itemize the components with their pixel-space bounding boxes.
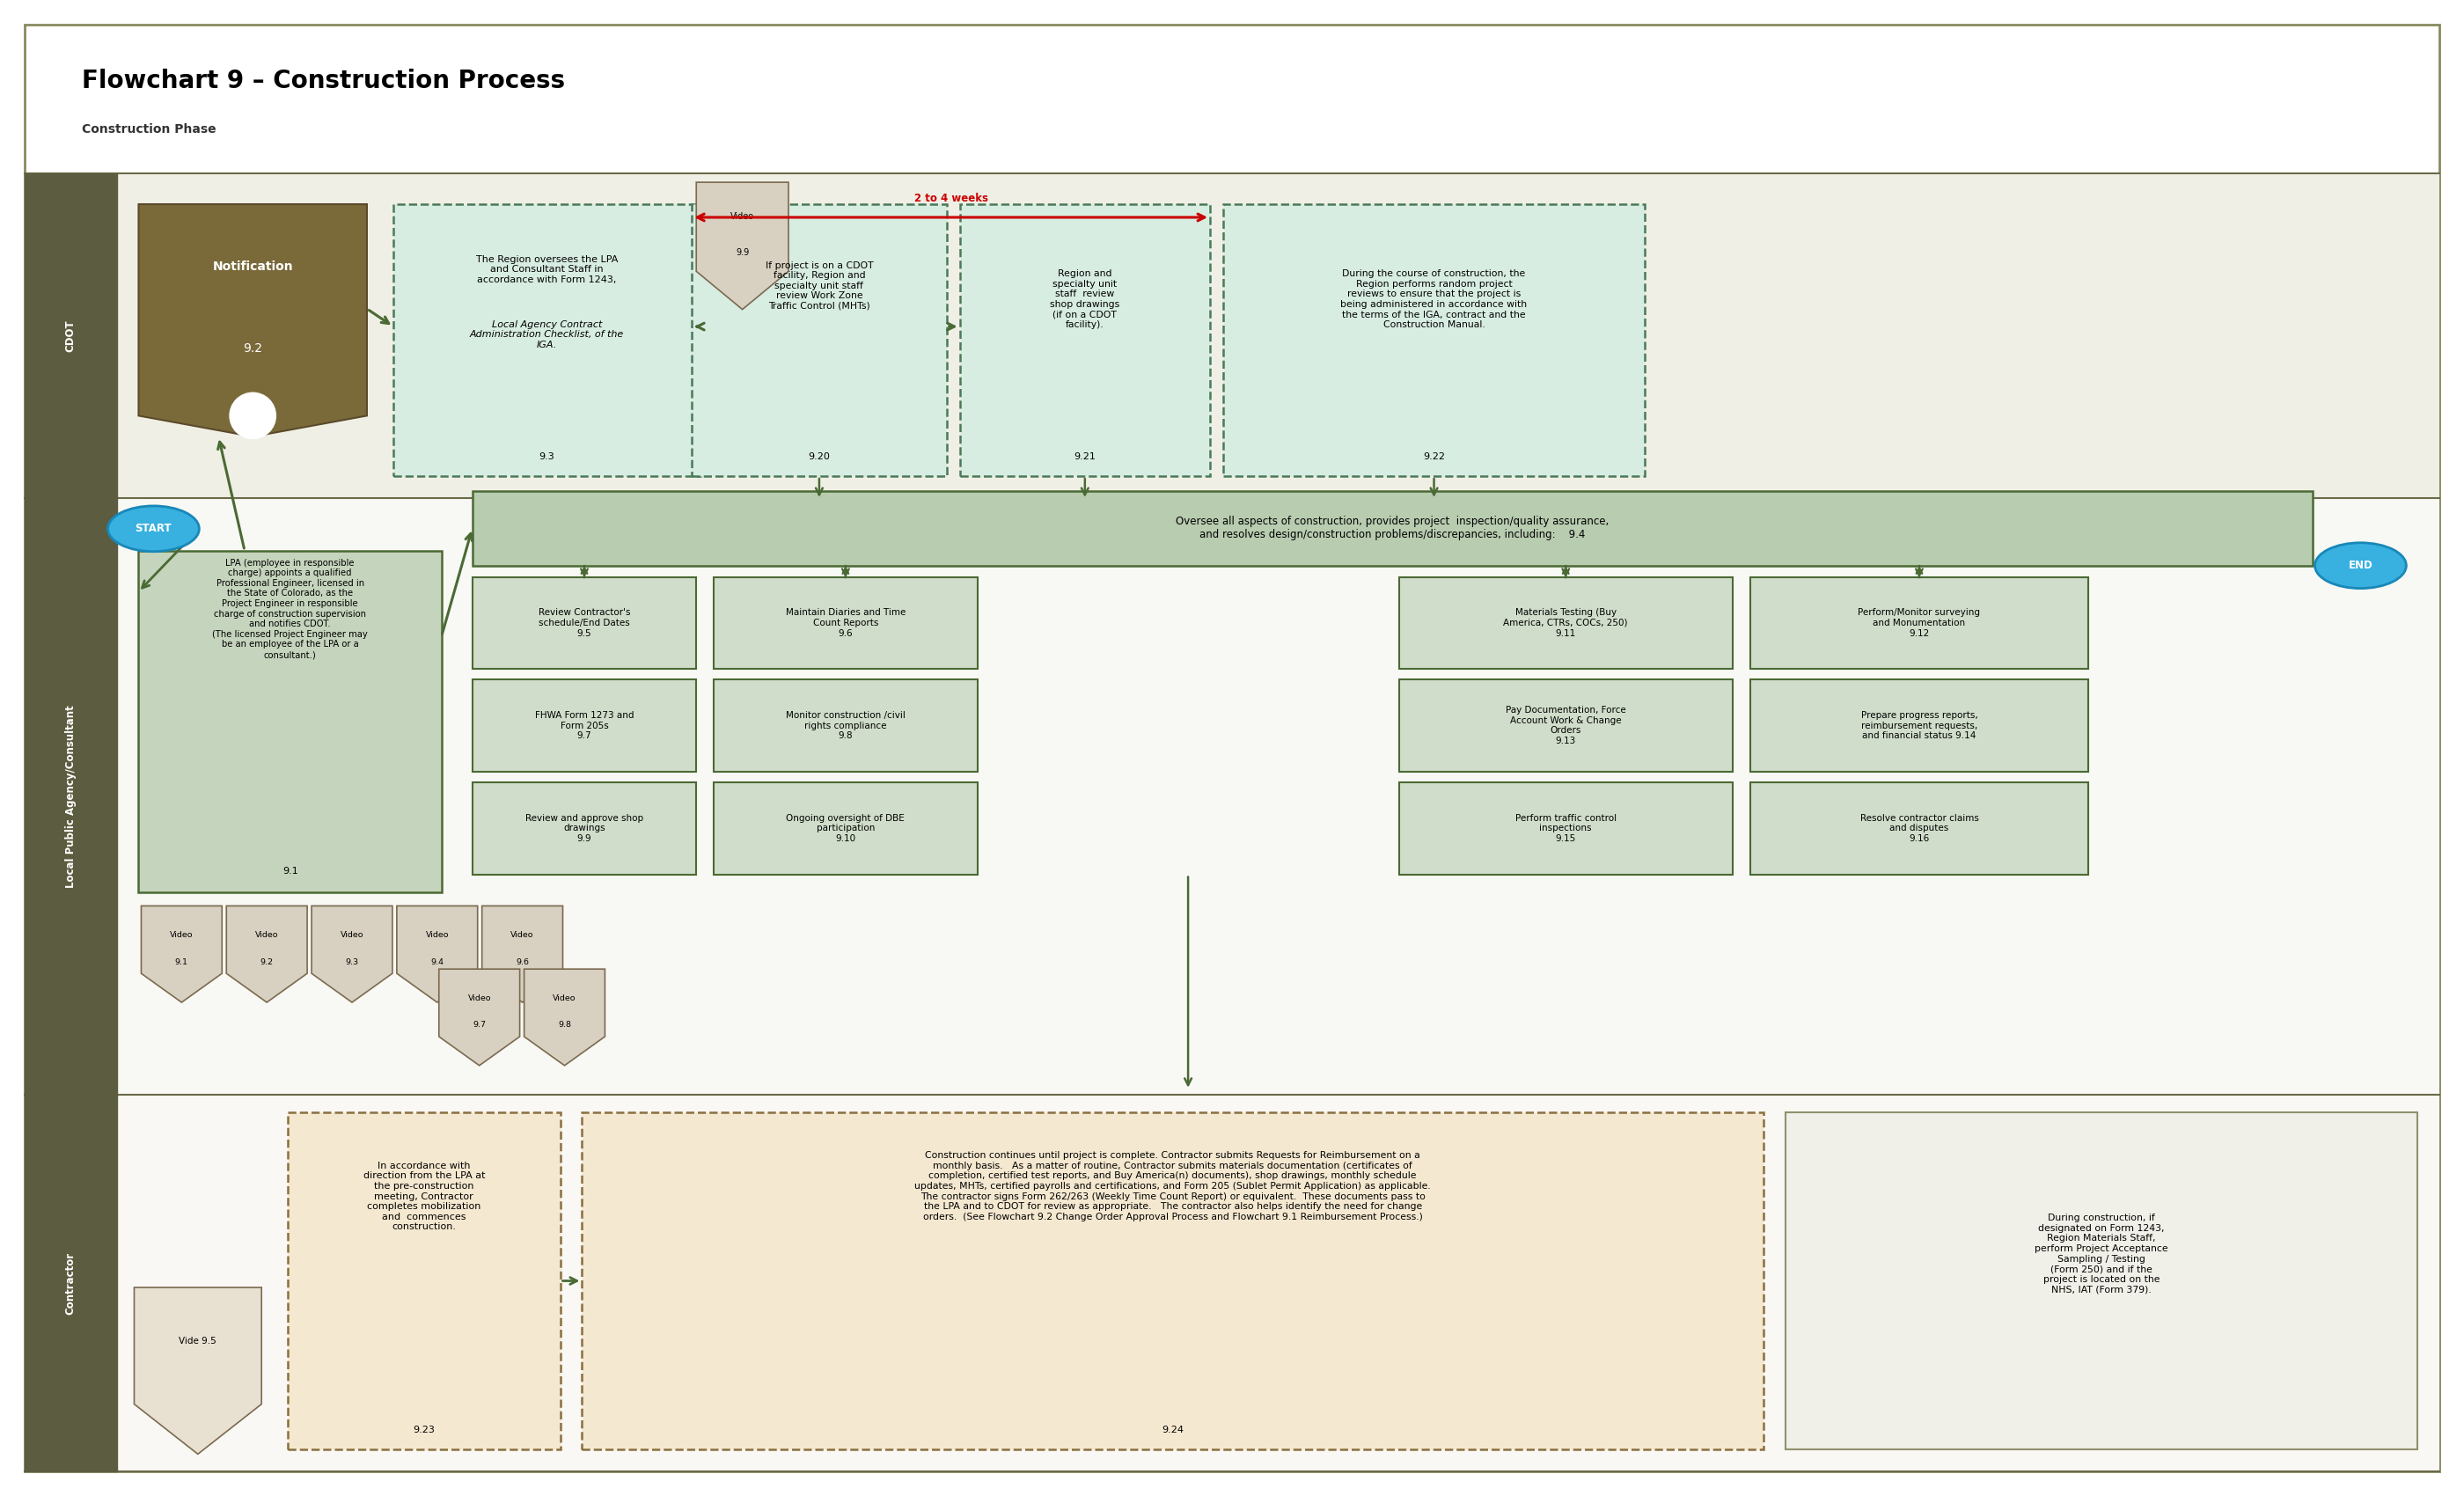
Polygon shape (397, 907, 478, 1002)
Text: 9.1: 9.1 (283, 866, 298, 875)
Text: 9.20: 9.20 (808, 452, 830, 461)
Text: Review Contractor's
schedule/End Dates
9.5: Review Contractor's schedule/End Dates 9… (537, 609, 631, 637)
Text: Video: Video (729, 212, 754, 221)
Text: 9.1: 9.1 (175, 957, 187, 966)
Text: 2 to 4 weeks: 2 to 4 weeks (914, 193, 988, 203)
Polygon shape (133, 1288, 261, 1454)
Text: Notification: Notification (212, 260, 293, 274)
Polygon shape (227, 907, 308, 1002)
Text: Video: Video (170, 931, 192, 939)
Text: START: START (136, 524, 172, 534)
Text: 9.21: 9.21 (1074, 452, 1096, 461)
Text: 9.3: 9.3 (345, 957, 360, 966)
Text: In accordance with
direction from the LPA at
the pre-construction
meeting, Contr: In accordance with direction from the LP… (362, 1161, 485, 1231)
Text: The Region oversees the LPA
and Consultant Staff in
accordance with Form 1243,: The Region oversees the LPA and Consulta… (476, 254, 618, 284)
Bar (25, 1095, 2439, 1472)
Polygon shape (525, 969, 606, 1065)
Bar (1400, 782, 1732, 874)
Text: Local Agency Contract
Administration Checklist, of the
IGA.: Local Agency Contract Administration Che… (471, 320, 623, 349)
Text: Video: Video (510, 931, 535, 939)
Text: 9.22: 9.22 (1424, 452, 1444, 461)
Bar (1749, 577, 2089, 669)
Polygon shape (439, 969, 520, 1065)
Text: Video: Video (256, 931, 278, 939)
Text: Materials Testing (Buy
America, CTRs, COCs, 250)
9.11: Materials Testing (Buy America, CTRs, CO… (1503, 609, 1629, 637)
Bar (473, 679, 697, 772)
Text: 9.9: 9.9 (737, 248, 749, 257)
Bar (25, 498, 116, 1095)
Bar (288, 1112, 559, 1450)
Text: Vide 9.5: Vide 9.5 (180, 1336, 217, 1345)
Text: Oversee all aspects of construction, provides project  inspection/quality assura: Oversee all aspects of construction, pro… (1175, 516, 1609, 540)
Text: 9.24: 9.24 (1161, 1426, 1183, 1435)
Text: Maintain Diaries and Time
Count Reports
9.6: Maintain Diaries and Time Count Reports … (786, 609, 907, 637)
Bar (1222, 203, 1646, 476)
Bar (1749, 782, 2089, 874)
Polygon shape (140, 907, 222, 1002)
Bar (25, 174, 2439, 498)
Polygon shape (138, 203, 367, 437)
Text: Contractor: Contractor (64, 1252, 76, 1315)
Bar (473, 491, 2311, 565)
Bar (715, 782, 978, 874)
Text: 9.7: 9.7 (473, 1022, 485, 1029)
Text: 9.6: 9.6 (515, 957, 530, 966)
Text: Local Public Agency/Consultant: Local Public Agency/Consultant (64, 705, 76, 887)
Text: Construction Phase: Construction Phase (81, 124, 217, 136)
Text: Video: Video (426, 931, 448, 939)
Text: Review and approve shop
drawings
9.9: Review and approve shop drawings 9.9 (525, 814, 643, 842)
Text: FHWA Form 1273 and
Form 205s
9.7: FHWA Form 1273 and Form 205s 9.7 (535, 711, 633, 741)
Text: Perform traffic control
inspections
9.15: Perform traffic control inspections 9.15 (1515, 814, 1616, 842)
Text: CDOT: CDOT (64, 320, 76, 352)
Ellipse shape (108, 506, 200, 552)
Bar (692, 203, 946, 476)
Bar (138, 551, 441, 893)
Circle shape (229, 392, 276, 438)
Polygon shape (483, 907, 562, 1002)
Text: Video: Video (468, 993, 490, 1002)
Bar (394, 203, 700, 476)
Text: Perform/Monitor surveying
and Monumentation
9.12: Perform/Monitor surveying and Monumentat… (1858, 609, 1981, 637)
Polygon shape (697, 183, 788, 310)
Bar (715, 577, 978, 669)
Bar (473, 782, 697, 874)
Text: LPA (employee in responsible
charge) appoints a qualified
Professional Engineer,: LPA (employee in responsible charge) app… (212, 558, 367, 660)
Bar (582, 1112, 1764, 1450)
Bar (25, 1095, 116, 1472)
Text: Prepare progress reports,
reimbursement requests,
and financial status 9.14: Prepare progress reports, reimbursement … (1860, 711, 1979, 741)
Text: 9.4: 9.4 (431, 957, 444, 966)
Bar (1786, 1112, 2417, 1450)
Text: Ongoing oversight of DBE
participation
9.10: Ongoing oversight of DBE participation 9… (786, 814, 904, 842)
Text: END: END (2348, 560, 2373, 571)
Polygon shape (310, 907, 392, 1002)
Text: 9.23: 9.23 (414, 1426, 436, 1435)
Text: 9.2: 9.2 (244, 343, 264, 355)
Ellipse shape (2314, 543, 2407, 588)
Text: During the course of construction, the
Region performs random project
reviews to: During the course of construction, the R… (1340, 269, 1528, 329)
Bar (715, 679, 978, 772)
Bar (25, 498, 2439, 1095)
Text: Pay Documentation, Force
Account Work & Change
Orders
9.13: Pay Documentation, Force Account Work & … (1506, 706, 1626, 745)
Text: Video: Video (340, 931, 365, 939)
Bar (1400, 679, 1732, 772)
Text: If project is on a CDOT
facility, Region and
specialty unit staff
review Work Zo: If project is on a CDOT facility, Region… (766, 260, 872, 311)
Text: During construction, if
designated on Form 1243,
Region Materials Staff,
perform: During construction, if designated on Fo… (2035, 1213, 2168, 1294)
Text: 9.3: 9.3 (540, 452, 554, 461)
Bar (473, 577, 697, 669)
Text: Video: Video (552, 993, 577, 1002)
Bar (1749, 679, 2089, 772)
Bar (961, 203, 1210, 476)
Text: Region and
specialty unit
staff  review
shop drawings
(if on a CDOT
facility).: Region and specialty unit staff review s… (1050, 269, 1119, 329)
Text: 9.2: 9.2 (261, 957, 274, 966)
Bar (25, 174, 116, 498)
Text: Flowchart 9 – Construction Process: Flowchart 9 – Construction Process (81, 69, 564, 94)
Bar (1400, 577, 1732, 669)
Text: Construction continues until project is complete. Contractor submits Requests fo: Construction continues until project is … (914, 1152, 1432, 1221)
Text: Resolve contractor claims
and disputes
9.16: Resolve contractor claims and disputes 9… (1860, 814, 1979, 842)
Text: 9.8: 9.8 (557, 1022, 572, 1029)
Text: Monitor construction /civil
rights compliance
9.8: Monitor construction /civil rights compl… (786, 711, 904, 741)
